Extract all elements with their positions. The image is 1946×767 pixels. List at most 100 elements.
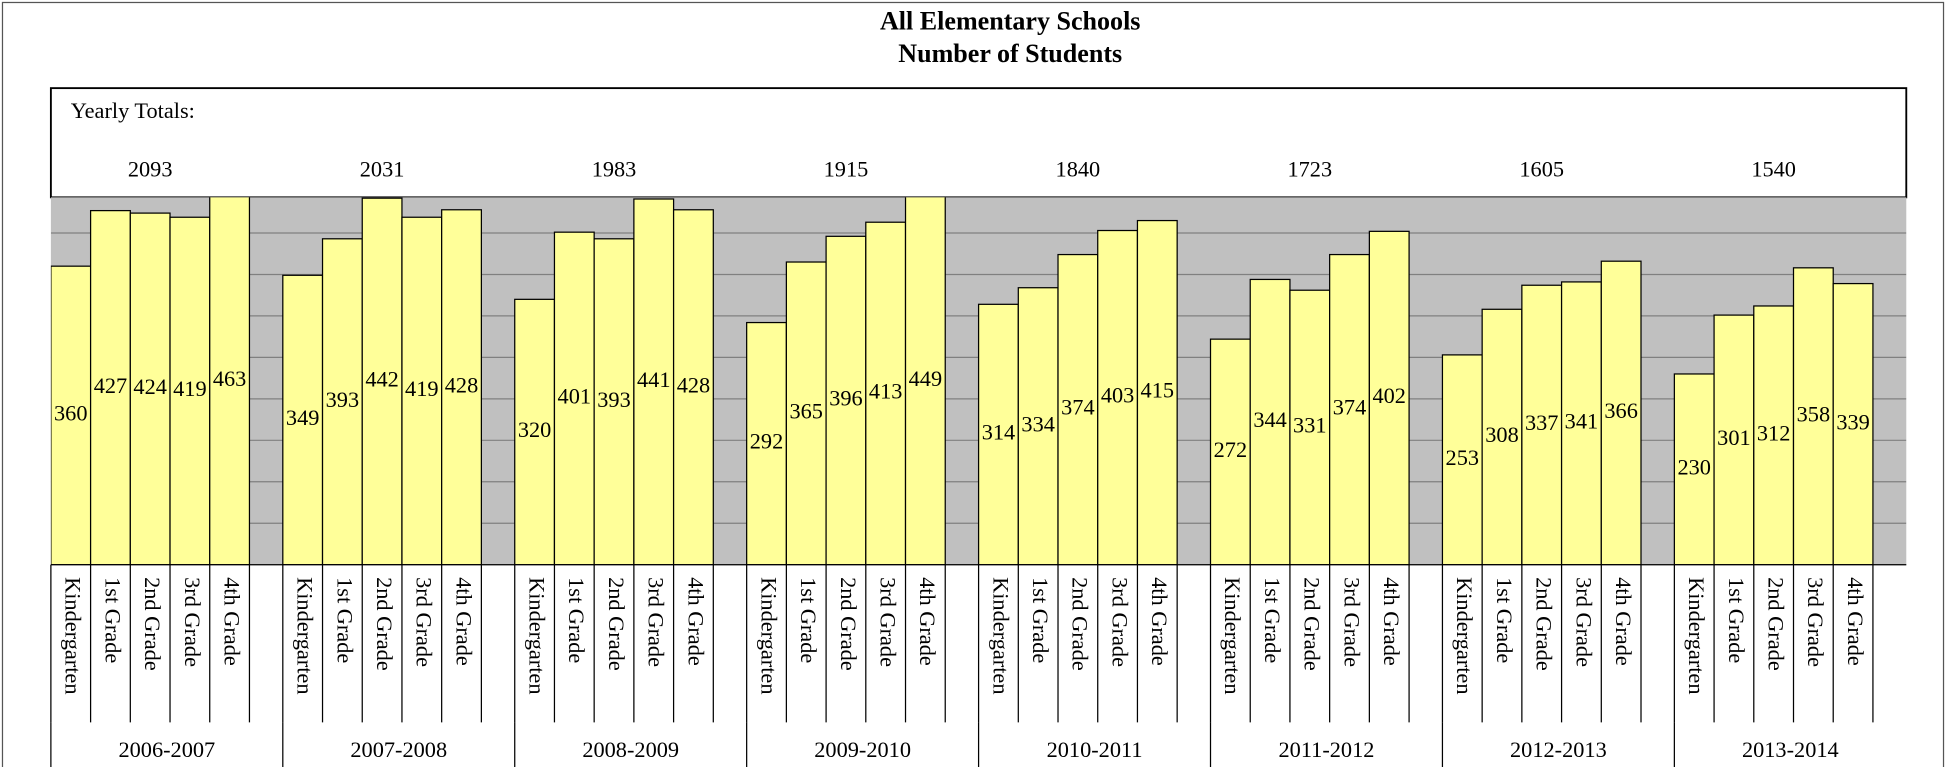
value-label: 341 (1565, 408, 1599, 433)
category-label: Kindergarten (1452, 577, 1477, 694)
bar (1017, 287, 1059, 565)
plot-area (50, 197, 1907, 565)
value-label: 331 (1293, 413, 1327, 438)
category-label: 1st Grade (1260, 577, 1285, 663)
bar (1329, 253, 1370, 565)
chart-subtitle: Number of Students (898, 39, 1122, 68)
category-label: 2nd Grade (1764, 577, 1789, 671)
value-label: 253 (1446, 445, 1480, 470)
category-label: 1st Grade (1724, 577, 1749, 663)
bar (514, 298, 556, 565)
bar (1481, 308, 1523, 565)
value-label: 463 (213, 366, 247, 391)
category-label: 2nd Grade (1068, 577, 1093, 671)
bar (1441, 354, 1483, 565)
value-label: 366 (1604, 398, 1638, 423)
yearly-total: 1915 (824, 156, 869, 181)
bar (1560, 281, 1602, 565)
value-label: 320 (518, 417, 551, 442)
bar (1521, 284, 1563, 565)
group-label: 2007-2008 (350, 737, 447, 762)
value-label: 230 (1677, 454, 1711, 479)
value-label: 301 (1717, 425, 1751, 450)
bar (672, 209, 714, 565)
chart-title: All Elementary Schools (880, 7, 1140, 36)
category-label: 1st Grade (100, 577, 125, 663)
value-label: 401 (558, 384, 592, 409)
value-label: 344 (1253, 407, 1287, 432)
category-label: 1st Grade (564, 577, 589, 663)
category-label: 3rd Grade (1803, 577, 1828, 667)
bar (865, 221, 907, 565)
value-label: 365 (789, 398, 823, 423)
value-label: 337 (1525, 410, 1559, 435)
value-label: 413 (869, 379, 903, 404)
value-label: 396 (829, 386, 863, 411)
value-label: 428 (445, 372, 479, 397)
totals-box (49, 87, 1908, 199)
category-label: 4th Grade (451, 577, 476, 666)
value-label: 339 (1836, 409, 1870, 434)
value-label: 415 (1141, 378, 1175, 403)
value-label: 272 (1214, 437, 1248, 462)
bar (1600, 260, 1642, 565)
bar (89, 209, 131, 565)
yearly-total: 1605 (1519, 156, 1564, 181)
value-label: 419 (405, 376, 439, 401)
category-label: Kindergarten (1220, 577, 1245, 694)
value-label: 374 (1333, 395, 1367, 420)
category-label: 3rd Grade (1339, 577, 1364, 667)
category-label: 2nd Grade (140, 577, 165, 671)
bar (1136, 219, 1178, 565)
totals-label: Yearly Totals: (71, 98, 195, 123)
category-label: 3rd Grade (180, 577, 205, 667)
bar (1713, 314, 1755, 565)
yearly-total: 1983 (592, 156, 637, 181)
category-label: 3rd Grade (1107, 577, 1132, 667)
bar (1057, 253, 1099, 565)
group-label: 2011-2012 (1279, 737, 1375, 762)
bar (1289, 289, 1331, 565)
value-label: 334 (1021, 411, 1055, 436)
bar (1753, 305, 1795, 565)
bar (1832, 282, 1874, 565)
category-label: 3rd Grade (412, 577, 437, 667)
category-label: Kindergarten (756, 577, 781, 694)
bar (361, 197, 403, 565)
yearly-total: 2093 (128, 156, 173, 181)
bar (977, 303, 1019, 565)
category-label: 1st Grade (1492, 577, 1517, 663)
category-label: 1st Grade (1028, 577, 1053, 663)
category-label: 2nd Grade (1532, 577, 1557, 671)
value-label: 374 (1061, 395, 1095, 420)
value-label: 442 (365, 367, 398, 392)
value-label: 441 (637, 367, 671, 392)
bar (441, 209, 483, 565)
category-label: 1st Grade (796, 577, 821, 663)
category-label: 1st Grade (332, 577, 357, 663)
category-label: 4th Grade (1379, 577, 1404, 666)
bar (1368, 230, 1410, 565)
yearly-total: 1540 (1751, 156, 1796, 181)
group-label: 2008-2009 (582, 737, 679, 762)
value-label: 427 (94, 373, 128, 398)
value-label: 428 (677, 372, 711, 397)
value-label: 358 (1797, 401, 1831, 426)
bar (1792, 267, 1834, 565)
value-label: 314 (982, 420, 1016, 445)
category-label: 4th Grade (915, 577, 940, 666)
value-label: 449 (909, 366, 943, 391)
category-label: 3rd Grade (876, 577, 901, 667)
category-label: 2nd Grade (372, 577, 397, 671)
value-label: 402 (1372, 383, 1406, 408)
bar (633, 198, 675, 565)
category-label: Kindergarten (293, 577, 318, 694)
group-label: 2009-2010 (814, 737, 911, 762)
value-label: 403 (1101, 383, 1135, 408)
value-label: 419 (173, 376, 207, 401)
category-label: 3rd Grade (644, 577, 669, 667)
category-label: 4th Grade (1147, 577, 1172, 666)
bar (169, 216, 211, 565)
bar (746, 321, 787, 565)
